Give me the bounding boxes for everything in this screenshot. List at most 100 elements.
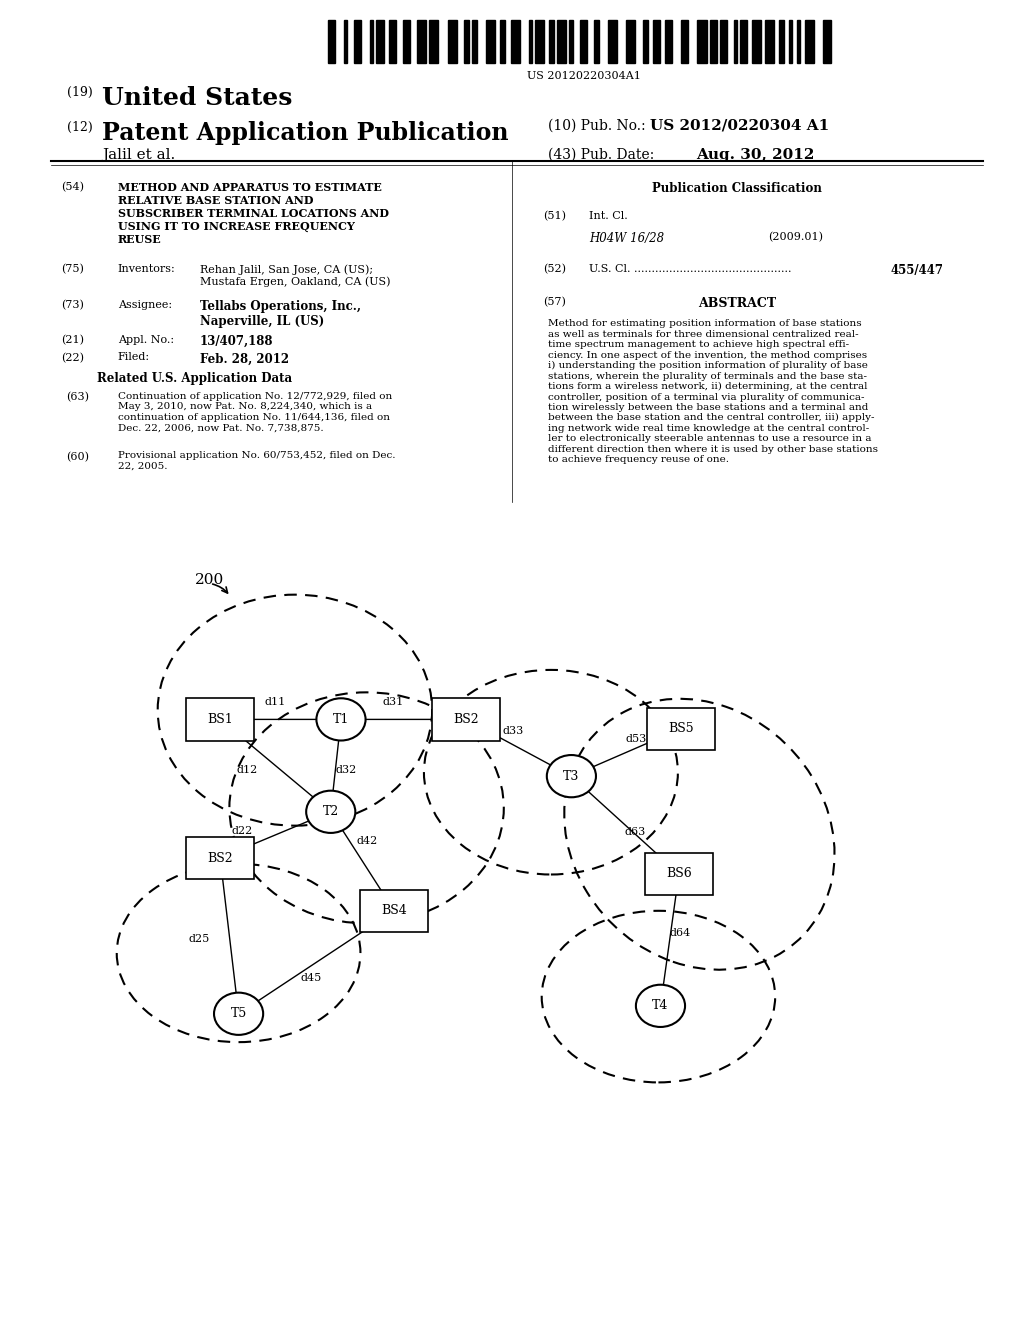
FancyBboxPatch shape: [432, 698, 500, 741]
Text: Provisional application No. 60/753,452, filed on Dec.
22, 2005.: Provisional application No. 60/753,452, …: [118, 451, 395, 471]
Bar: [328, 20, 335, 63]
Text: BS6: BS6: [666, 867, 692, 880]
Text: BS5: BS5: [668, 722, 694, 735]
Text: 13/407,188: 13/407,188: [200, 335, 273, 348]
Text: Continuation of application No. 12/772,929, filed on
May 3, 2010, now Pat. No. 8: Continuation of application No. 12/772,9…: [118, 392, 392, 432]
Bar: [765, 20, 774, 63]
Text: H04W 16/28: H04W 16/28: [589, 232, 664, 246]
Text: Feb. 28, 2012: Feb. 28, 2012: [200, 352, 289, 366]
Bar: [557, 20, 566, 63]
Text: (22): (22): [61, 352, 84, 363]
Ellipse shape: [636, 985, 685, 1027]
Ellipse shape: [547, 755, 596, 797]
Text: (19): (19): [67, 86, 92, 99]
Bar: [805, 20, 814, 63]
Text: d42: d42: [357, 837, 378, 846]
Text: Inventors:: Inventors:: [118, 264, 175, 275]
Text: d33: d33: [503, 726, 524, 735]
Text: (2009.01): (2009.01): [768, 232, 823, 243]
Bar: [734, 20, 737, 63]
Text: d11: d11: [265, 697, 286, 708]
Text: BS4: BS4: [381, 904, 408, 917]
Bar: [720, 20, 727, 63]
Text: Int. Cl.: Int. Cl.: [589, 211, 628, 222]
Text: d22: d22: [231, 826, 252, 836]
Text: BS2: BS2: [207, 851, 233, 865]
Text: d63: d63: [625, 826, 646, 837]
Text: Related U.S. Application Data: Related U.S. Application Data: [97, 372, 292, 385]
Text: d12: d12: [237, 764, 257, 775]
Bar: [740, 20, 748, 63]
Text: Publication Classification: Publication Classification: [652, 182, 822, 195]
Text: d64: d64: [670, 928, 690, 939]
Bar: [594, 20, 599, 63]
Bar: [486, 20, 496, 63]
Text: US 20120220304A1: US 20120220304A1: [526, 71, 641, 82]
Text: d45: d45: [301, 973, 322, 983]
Text: (10) Pub. No.:: (10) Pub. No.:: [548, 119, 645, 133]
Text: (75): (75): [61, 264, 84, 275]
Bar: [447, 20, 457, 63]
Bar: [528, 20, 531, 63]
Text: Tellabs Operations, Inc.,
Naperville, IL (US): Tellabs Operations, Inc., Naperville, IL…: [200, 300, 360, 327]
Bar: [788, 20, 792, 63]
Bar: [753, 20, 762, 63]
Bar: [501, 20, 506, 63]
Bar: [535, 20, 544, 63]
Text: T5: T5: [230, 1007, 247, 1020]
Text: Aug. 30, 2012: Aug. 30, 2012: [696, 148, 815, 162]
FancyBboxPatch shape: [186, 698, 254, 741]
Text: (54): (54): [61, 182, 84, 193]
Text: T4: T4: [652, 999, 669, 1012]
Bar: [569, 20, 572, 63]
Text: 455/447: 455/447: [891, 264, 944, 277]
Text: T1: T1: [333, 713, 349, 726]
Text: Filed:: Filed:: [118, 352, 150, 363]
Bar: [389, 20, 395, 63]
Text: (51): (51): [543, 211, 565, 222]
Bar: [643, 20, 647, 63]
Text: BS2: BS2: [453, 713, 479, 726]
Ellipse shape: [316, 698, 366, 741]
Bar: [778, 20, 783, 63]
Bar: [429, 20, 438, 63]
FancyBboxPatch shape: [186, 837, 254, 879]
Bar: [472, 20, 477, 63]
Bar: [652, 20, 659, 63]
FancyBboxPatch shape: [647, 708, 715, 750]
Text: Rehan Jalil, San Jose, CA (US);
Mustafa Ergen, Oakland, CA (US): Rehan Jalil, San Jose, CA (US); Mustafa …: [200, 264, 390, 286]
Text: US 2012/0220304 A1: US 2012/0220304 A1: [650, 119, 829, 133]
Bar: [344, 20, 347, 63]
Bar: [580, 20, 587, 63]
Text: Appl. No.:: Appl. No.:: [118, 335, 174, 346]
Bar: [511, 20, 519, 63]
Text: (60): (60): [67, 451, 89, 462]
Text: (57): (57): [543, 297, 565, 308]
Text: (43) Pub. Date:: (43) Pub. Date:: [548, 148, 654, 162]
Text: U.S. Cl. .............................................: U.S. Cl. ...............................…: [589, 264, 792, 275]
Bar: [710, 20, 717, 63]
Bar: [354, 20, 361, 63]
Text: (12): (12): [67, 121, 92, 135]
Bar: [665, 20, 672, 63]
Text: T3: T3: [563, 770, 580, 783]
Text: d32: d32: [336, 764, 356, 775]
Text: T2: T2: [323, 805, 339, 818]
FancyBboxPatch shape: [360, 890, 428, 932]
Bar: [377, 20, 384, 63]
FancyBboxPatch shape: [645, 853, 713, 895]
Text: d53: d53: [626, 734, 647, 744]
Bar: [464, 20, 469, 63]
Bar: [681, 20, 688, 63]
Text: Method for estimating position information of base stations
as well as terminals: Method for estimating position informati…: [548, 319, 878, 465]
Text: United States: United States: [102, 86, 293, 110]
Text: Patent Application Publication: Patent Application Publication: [102, 121, 509, 145]
Text: d25: d25: [188, 933, 209, 944]
Ellipse shape: [306, 791, 355, 833]
Text: d31: d31: [383, 697, 403, 708]
Text: (73): (73): [61, 300, 84, 310]
Bar: [608, 20, 617, 63]
Bar: [549, 20, 554, 63]
Text: (63): (63): [67, 392, 89, 403]
Bar: [823, 20, 830, 63]
